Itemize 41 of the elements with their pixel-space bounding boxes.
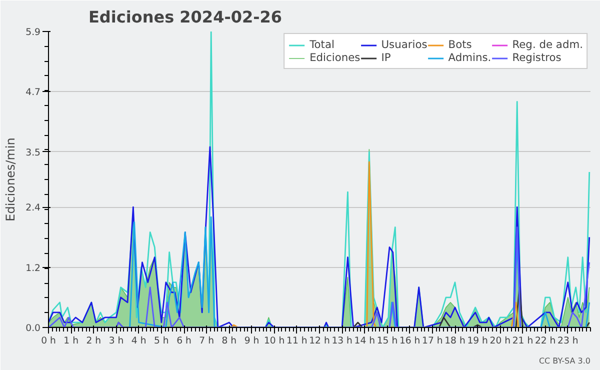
x-tick-label: 21 h [512, 336, 534, 346]
y-tick-label: 0.0 [26, 323, 41, 334]
y-tick-label: 4.7 [26, 87, 41, 98]
x-tick-label: 8 h [222, 336, 237, 346]
legend-label: Total [310, 38, 334, 51]
x-tick-label: 22 h [534, 336, 556, 346]
legend-label: Reg. de adm. [512, 38, 583, 51]
x-tick-label: 15 h [376, 336, 398, 346]
y-tick-label: 3.5 [26, 147, 41, 158]
x-tick-label: 6 h [176, 336, 192, 346]
chart-title: Ediciones 2024-02-26 [88, 8, 282, 26]
legend-label: Registros [512, 51, 562, 64]
y-tick-label: 5.9 [26, 27, 41, 38]
y-tick-label: 1.2 [26, 262, 41, 274]
x-tick-label: 10 h [264, 336, 285, 346]
text: CC BY-SA 3.0 [538, 356, 591, 366]
x-tick-label: 13 h [332, 336, 353, 346]
x-tick-label: 3 h [108, 336, 124, 346]
legend-label: Bots [448, 38, 472, 51]
x-tick-label: 9 h [244, 336, 260, 346]
legend-label: IP [381, 51, 392, 64]
x-tick-label: 17 h [422, 336, 443, 346]
x-tick-label: 16 h [399, 336, 420, 346]
y-tick-label: 2.4 [26, 202, 41, 214]
x-tick-label: 0 h [41, 336, 56, 346]
legend-label: Admins. [448, 51, 492, 64]
x-tick-label: 5 h [154, 336, 169, 346]
x-tick-label: 14 h [354, 336, 376, 346]
y-axis-title: Ediciones/min [4, 138, 18, 222]
legend-label: Ediciones [310, 51, 360, 64]
x-tick-label: 20 h [490, 336, 511, 346]
x-tick-label: 18 h [444, 336, 466, 346]
legend-label: Usuarios [381, 38, 428, 51]
x-tick-label: 23 h [558, 336, 578, 346]
x-tick-label: 2 h [86, 336, 102, 346]
x-tick-label: 7 h [199, 336, 214, 346]
x-tick-label: 12 h [309, 336, 330, 346]
x-tick-label: 4 h [131, 336, 146, 346]
x-tick-label: 19 h [467, 336, 488, 346]
x-tick-label: 1 h [64, 336, 79, 346]
x-tick-label: 11 h [286, 336, 308, 346]
